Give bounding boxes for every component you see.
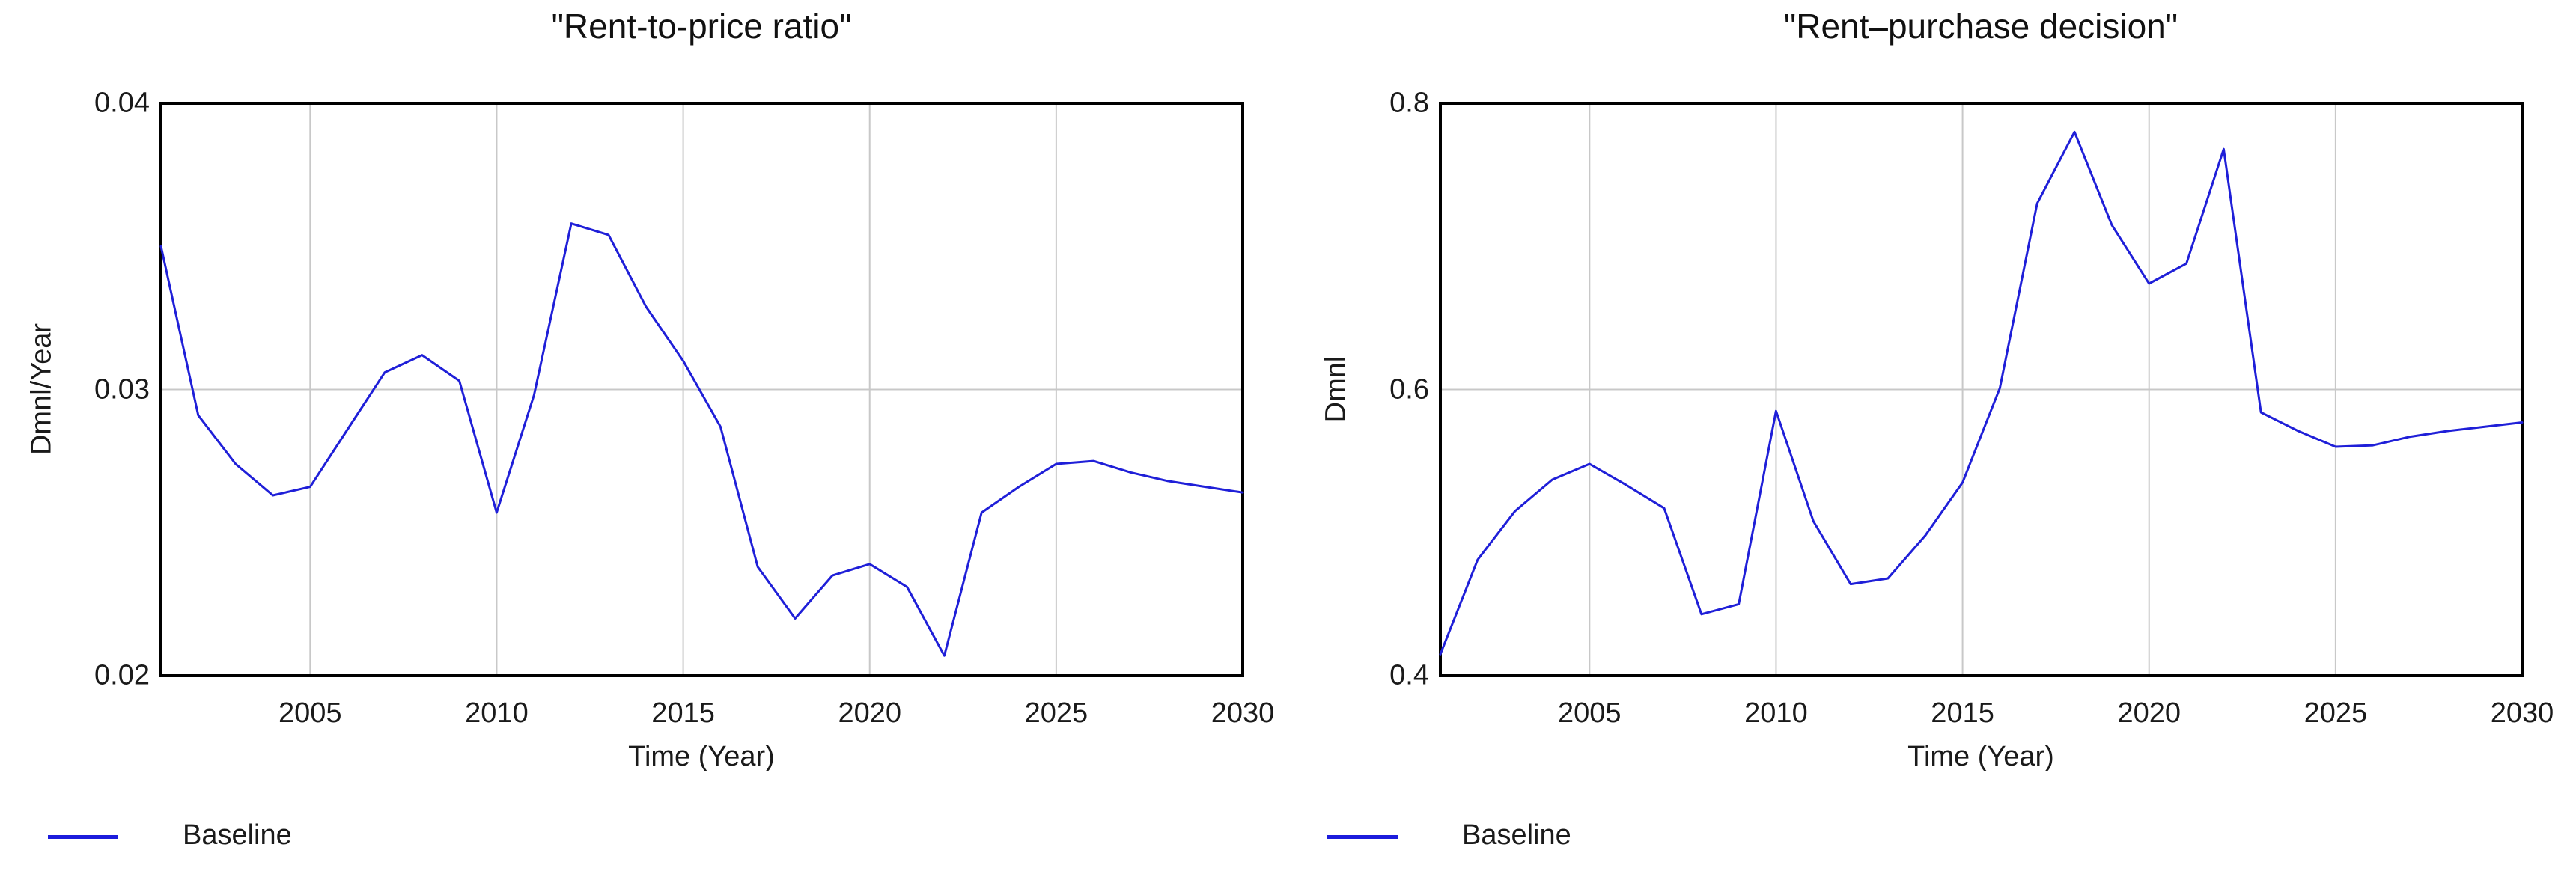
chart-panel-rent-purchase-decision: "Rent–purchase decision" Dmnl Time (Year… [1279, 0, 2575, 877]
chart-panel-rent-to-price-ratio: "Rent-to-price ratio" Dmnl/Year Time (Ye… [26, 7, 1275, 851]
y-tick-label: 0.03 [94, 373, 150, 405]
y-tick-label: 0.6 [1389, 373, 1429, 405]
x-tick-label: 2030 [1211, 697, 1275, 729]
plot-area [1439, 102, 2524, 677]
plot-area [159, 102, 1244, 677]
x-tick-label: 2030 [2490, 697, 2554, 729]
chart-title: "Rent–purchase decision" [1783, 7, 2178, 46]
y-tick-label: 0.04 [94, 87, 150, 119]
y-tick-label: 0.4 [1389, 659, 1429, 691]
x-tick-label: 2010 [1744, 697, 1808, 729]
x-axis-title: Time (Year) [1907, 741, 2054, 772]
x-tick-label: 2020 [2117, 697, 2181, 729]
y-tick-label: 0.8 [1389, 87, 1429, 119]
legend-line-swatch [1327, 834, 1398, 839]
y-tick-label: 0.02 [94, 659, 150, 691]
x-tick-label: 2015 [651, 697, 715, 729]
x-tick-label: 2025 [1024, 697, 1088, 729]
x-axis-title: Time (Year) [628, 741, 775, 772]
x-tick-label: 2005 [278, 697, 342, 729]
x-tick-label: 2015 [1931, 697, 1994, 729]
x-tick-label: 2020 [838, 697, 901, 729]
x-tick-label: 2010 [465, 697, 529, 729]
legend-line-swatch [48, 834, 118, 839]
chart-title: "Rent-to-price ratio" [551, 7, 852, 46]
legend-label: Baseline [1462, 819, 1571, 851]
x-tick-label: 2005 [1558, 697, 1622, 729]
x-tick-label: 2025 [2304, 697, 2368, 729]
legend-label: Baseline [183, 819, 292, 851]
